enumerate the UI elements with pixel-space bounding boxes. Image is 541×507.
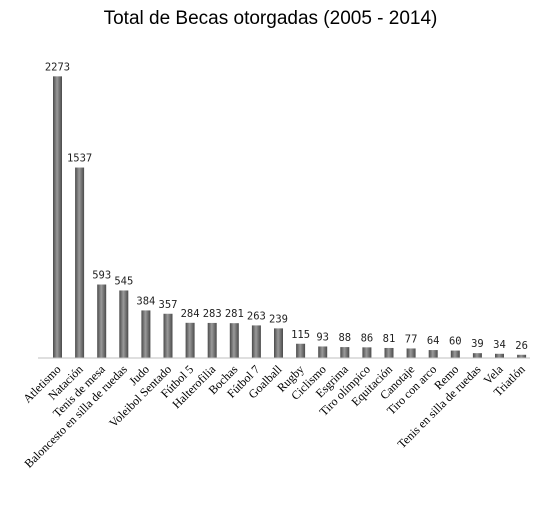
- value-label-1: 1537: [67, 153, 92, 165]
- bar-4: [141, 310, 151, 358]
- value-label-17: 64: [427, 335, 440, 347]
- value-label-15: 81: [383, 333, 396, 345]
- bar-12: [318, 346, 328, 358]
- value-label-13: 88: [338, 332, 351, 344]
- value-label-21: 26: [515, 340, 528, 352]
- value-label-2: 593: [92, 270, 111, 282]
- value-label-9: 263: [247, 310, 266, 322]
- bar-6: [185, 322, 195, 358]
- bar-3: [119, 290, 129, 358]
- value-label-19: 39: [471, 338, 484, 350]
- bar-16: [406, 348, 416, 358]
- bar-9: [251, 325, 261, 358]
- bar-8: [229, 323, 239, 358]
- bar-20: [495, 353, 504, 358]
- value-label-11: 115: [291, 329, 310, 341]
- value-label-20: 34: [493, 339, 506, 351]
- value-label-10: 239: [269, 313, 288, 325]
- value-label-16: 77: [405, 333, 418, 345]
- bar-0: [53, 76, 62, 359]
- value-label-7: 283: [203, 308, 222, 320]
- bar-10: [274, 328, 283, 358]
- bar-1: [75, 167, 85, 358]
- chart-title: Total de Becas otorgadas (2005 - 2014): [103, 8, 438, 29]
- bar-2: [97, 284, 107, 358]
- bar-15: [384, 347, 394, 358]
- bar-11: [296, 343, 306, 358]
- value-label-8: 281: [225, 308, 244, 320]
- bar-21: [517, 354, 527, 358]
- value-label-18: 60: [449, 336, 462, 348]
- bar-19: [472, 353, 482, 358]
- bar-13: [340, 347, 350, 358]
- value-label-5: 357: [159, 299, 178, 311]
- bar-17: [428, 350, 438, 358]
- bar-5: [163, 313, 173, 358]
- value-label-0: 2273: [45, 61, 70, 73]
- value-label-4: 384: [136, 295, 155, 307]
- value-label-6: 284: [181, 308, 200, 320]
- bar-7: [207, 322, 217, 358]
- value-label-3: 545: [114, 275, 133, 287]
- value-label-12: 93: [316, 331, 329, 343]
- value-label-14: 86: [361, 332, 374, 344]
- bar-18: [450, 350, 460, 358]
- bar-14: [362, 347, 372, 358]
